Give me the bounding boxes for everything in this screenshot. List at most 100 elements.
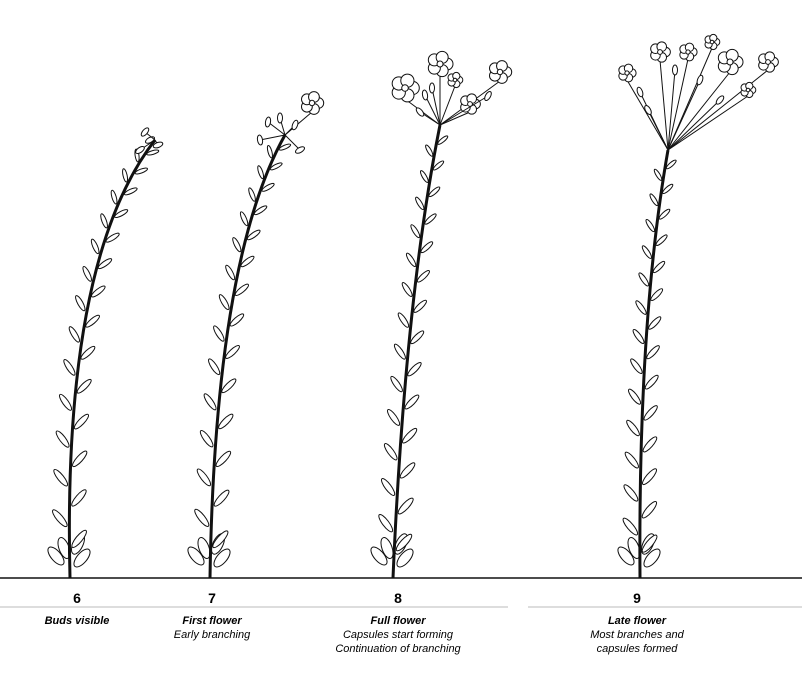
leaf <box>628 388 642 405</box>
flower-center <box>709 39 715 45</box>
leaf <box>218 413 234 430</box>
leaf <box>662 183 674 195</box>
branch <box>439 95 489 126</box>
leaf <box>225 264 236 281</box>
bud <box>672 64 678 76</box>
leaf <box>71 529 87 549</box>
leaf <box>114 209 129 219</box>
stage-number: 9 <box>633 590 641 606</box>
bud <box>644 104 652 116</box>
branch <box>647 109 669 151</box>
plant <box>187 91 325 579</box>
leaf <box>641 534 658 553</box>
leaf <box>410 330 425 345</box>
leaf <box>641 501 658 519</box>
stem <box>208 134 287 579</box>
leaf <box>75 295 86 312</box>
leaf <box>266 144 273 159</box>
flower-center <box>308 99 316 107</box>
leaf <box>387 408 401 426</box>
leaf <box>68 326 80 343</box>
base-leaf <box>643 548 661 568</box>
branch <box>667 58 689 151</box>
base-leaf <box>47 546 65 566</box>
leaf <box>213 325 225 342</box>
leaf <box>215 450 232 468</box>
leaf <box>229 313 245 327</box>
leaf <box>645 218 656 233</box>
bud <box>636 86 644 98</box>
leaf <box>397 497 414 515</box>
flower-center <box>452 77 458 83</box>
leaf <box>425 144 434 157</box>
stage-number: 6 <box>73 590 81 606</box>
leaf <box>635 300 647 315</box>
branch <box>626 79 669 151</box>
leaf <box>393 343 406 360</box>
leaf <box>649 193 659 207</box>
bud <box>264 116 272 128</box>
stage-title: Late flower <box>608 615 667 627</box>
leaf <box>646 345 660 360</box>
bud <box>484 90 492 102</box>
base-leaf <box>396 548 414 568</box>
branch <box>667 69 676 151</box>
stage-title: First flower <box>182 615 242 627</box>
leaf <box>407 362 422 377</box>
leaf <box>100 213 108 229</box>
leaf <box>248 187 256 202</box>
leaf <box>82 265 92 282</box>
bud <box>715 95 725 105</box>
flower-center <box>726 58 734 66</box>
leaf <box>239 211 249 227</box>
leaf <box>203 393 217 411</box>
leaf <box>53 468 69 487</box>
leaf <box>55 430 70 448</box>
branch <box>431 87 441 126</box>
leaf <box>105 232 120 243</box>
base-leaf <box>213 548 231 568</box>
leaf <box>641 245 652 259</box>
leaf <box>80 345 96 360</box>
leaf <box>90 238 100 255</box>
leaf <box>146 149 160 156</box>
leaf <box>643 405 658 421</box>
leaf <box>199 429 214 448</box>
leaf <box>225 345 240 359</box>
stage-labels: 6 Buds visible 7 First flower Early branchin… <box>45 590 685 655</box>
branch <box>439 111 471 126</box>
leaf <box>52 509 68 528</box>
leaf <box>240 255 255 268</box>
leaf <box>59 393 73 411</box>
stage-number: 7 <box>208 590 216 606</box>
leaf <box>658 208 671 220</box>
leaf <box>642 468 658 486</box>
leaf <box>208 358 221 376</box>
leaf <box>401 282 413 297</box>
stage-number: 8 <box>394 590 402 606</box>
flower-center <box>496 68 504 76</box>
branch <box>284 134 301 151</box>
leaf <box>416 270 430 283</box>
leaf <box>73 413 90 430</box>
branch <box>659 59 669 151</box>
leaf <box>419 170 429 183</box>
leaf <box>383 443 398 461</box>
leaf <box>232 237 242 253</box>
leaf <box>278 143 292 151</box>
flower-center <box>624 70 630 76</box>
branch <box>667 95 749 151</box>
leaf <box>644 374 659 390</box>
leaf <box>437 135 449 145</box>
leaf <box>622 517 639 536</box>
leaf <box>402 427 418 444</box>
leaf <box>213 489 230 507</box>
leaf <box>638 272 650 287</box>
base-leaf <box>617 546 635 566</box>
bud <box>415 107 425 117</box>
leaf <box>123 187 138 196</box>
leaf <box>420 241 434 254</box>
leaf <box>395 533 413 552</box>
leaf <box>399 462 416 479</box>
